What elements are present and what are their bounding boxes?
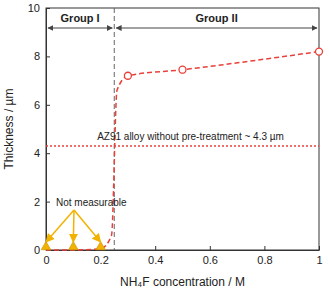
y-tick-label: 0 — [34, 244, 40, 256]
y-tick-mark — [46, 153, 50, 154]
annotations: AZ91 alloy without pre-treatment ~ 4.3 µ… — [46, 12, 317, 242]
y-tick: 8 — [34, 50, 50, 62]
y-tick: 10 — [28, 2, 50, 14]
x-tick-label: 1 — [316, 254, 322, 266]
data-point — [96, 241, 106, 249]
x-tick-mark — [319, 246, 320, 250]
data-point — [41, 241, 51, 249]
x-axis: 0 0.2 0.4 0.6 0.8 1 — [43, 246, 322, 266]
x-tick: 0.4 — [148, 246, 163, 266]
y-tick-mark — [46, 8, 50, 9]
y-tick: 2 — [34, 196, 50, 208]
x-axis-title: NH₄F concentration / M — [120, 275, 245, 289]
plot-frame — [46, 8, 319, 250]
plot: 00.20.40.60.810246810AZ91 alloy without … — [28, 2, 323, 266]
y-axis-title: Thickness / µm — [2, 89, 16, 170]
x-tick-mark — [210, 246, 211, 250]
annotation-text: Not measurable — [56, 197, 127, 208]
x-tick-label: 0.4 — [148, 254, 163, 266]
y-tick-mark — [46, 105, 50, 106]
group-label: Group I — [61, 12, 100, 24]
x-tick: 0.8 — [257, 246, 272, 266]
data-point — [124, 72, 131, 79]
y-tick: 4 — [34, 147, 50, 159]
data-layer — [41, 8, 322, 250]
x-tick-label: 0 — [43, 254, 49, 266]
x-tick-label: 0.6 — [203, 254, 218, 266]
x-tick-label: 0.2 — [93, 254, 108, 266]
fit-line — [46, 52, 319, 250]
group-span — [116, 28, 317, 29]
y-tick-label: 2 — [34, 196, 40, 208]
x-tick-label: 0.8 — [257, 254, 272, 266]
y-tick-label: 6 — [34, 99, 40, 111]
x-tick-mark — [264, 246, 265, 250]
x-tick-mark — [155, 246, 156, 250]
y-tick-label: 10 — [28, 2, 40, 14]
y-tick-mark — [46, 56, 50, 57]
y-tick-label: 8 — [34, 50, 40, 62]
x-tick: 1 — [316, 246, 322, 266]
y-tick: 6 — [34, 99, 50, 111]
group-label: Group II — [196, 12, 238, 24]
y-tick-label: 4 — [34, 147, 40, 159]
y-axis: 0 2 4 6 8 10 — [28, 2, 50, 256]
data-point — [316, 48, 323, 55]
y-tick-mark — [46, 202, 50, 203]
group-span — [48, 28, 112, 29]
data-point — [68, 241, 78, 249]
annotation-arrow — [74, 210, 101, 242]
annotation-arrow — [73, 210, 75, 242]
reference-label: AZ91 alloy without pre-treatment ~ 4.3 µ… — [97, 131, 284, 142]
y-axis-line — [46, 9, 47, 251]
data-point — [179, 66, 186, 73]
annotation-arrow — [46, 210, 74, 242]
chart: 00.20.40.60.810246810AZ91 alloy without … — [0, 0, 329, 292]
x-tick: 0.6 — [203, 246, 218, 266]
reference-line — [46, 145, 319, 147]
